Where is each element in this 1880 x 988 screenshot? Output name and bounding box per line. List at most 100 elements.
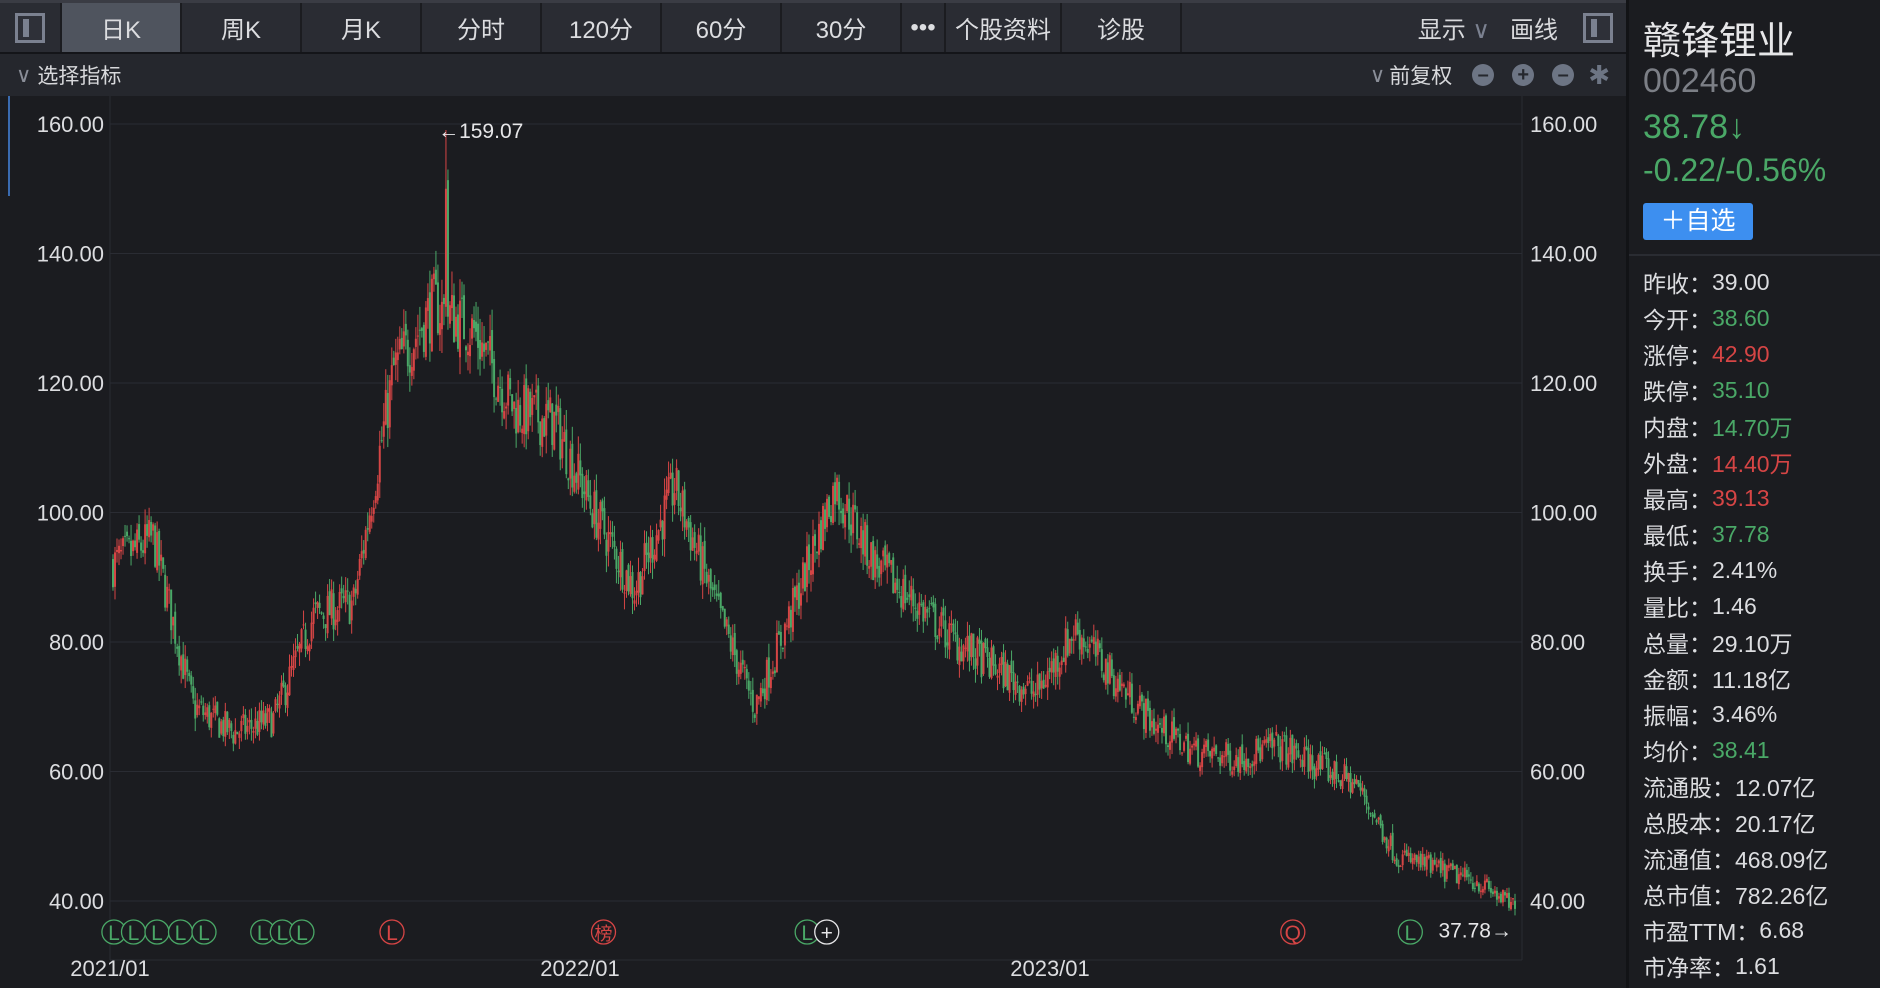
tab-4[interactable]: 120分 bbox=[542, 3, 662, 52]
candle-body bbox=[390, 365, 393, 386]
candle bbox=[906, 592, 909, 603]
event-marker[interactable]: L bbox=[167, 919, 194, 945]
candle bbox=[230, 720, 233, 739]
candle bbox=[1401, 849, 1404, 871]
candle bbox=[300, 628, 303, 653]
candle-body bbox=[984, 638, 987, 649]
event-marker[interactable]: 榜 bbox=[590, 919, 617, 945]
candle bbox=[222, 716, 225, 742]
tab-1[interactable]: 周K bbox=[182, 3, 302, 52]
stat-row: 量比： 1.46 bbox=[1643, 588, 1828, 624]
tab-8[interactable]: 个股资料 bbox=[946, 3, 1062, 52]
candle bbox=[1187, 722, 1190, 765]
panel-toggle-icon[interactable] bbox=[1578, 3, 1618, 52]
candle-body bbox=[304, 629, 307, 649]
candle-body bbox=[1233, 766, 1236, 771]
candle bbox=[1032, 680, 1035, 709]
settings-gear-icon[interactable]: ✱ bbox=[1588, 59, 1610, 90]
divider bbox=[1629, 254, 1880, 256]
candle bbox=[402, 309, 405, 354]
candle-body bbox=[366, 527, 369, 530]
event-marker[interactable]: + bbox=[814, 919, 840, 945]
candle bbox=[278, 691, 281, 718]
candle-body bbox=[352, 587, 355, 597]
event-marker[interactable]: L bbox=[289, 919, 315, 945]
add-watchlist-button[interactable]: ＋自选 bbox=[1643, 203, 1753, 240]
event-marker[interactable]: L bbox=[120, 919, 147, 945]
event-marker-label: L bbox=[151, 922, 163, 945]
candle-body bbox=[529, 391, 532, 418]
display-menu[interactable]: 显示 ∨ bbox=[1418, 10, 1490, 45]
candle-body bbox=[1395, 858, 1398, 866]
candle bbox=[1169, 735, 1172, 759]
event-marker[interactable]: Q bbox=[1280, 919, 1306, 945]
candle-body bbox=[1257, 738, 1260, 751]
candle-body bbox=[587, 480, 590, 497]
sidebar-toggle-icon[interactable] bbox=[0, 3, 62, 52]
event-marker[interactable]: L bbox=[379, 919, 405, 945]
candle-body bbox=[1439, 857, 1442, 874]
candle bbox=[623, 584, 626, 610]
candle bbox=[162, 557, 165, 573]
candle bbox=[920, 594, 923, 607]
candle bbox=[807, 534, 810, 584]
candle bbox=[1088, 636, 1091, 662]
event-marker-circle bbox=[1280, 919, 1306, 945]
tab-2[interactable]: 月K bbox=[302, 3, 422, 52]
zoom-out-icon[interactable]: – bbox=[1472, 64, 1495, 86]
candle bbox=[661, 519, 664, 556]
candle-body bbox=[1363, 788, 1366, 797]
candle bbox=[1132, 708, 1135, 723]
candle-body bbox=[270, 711, 273, 738]
draw-line-button[interactable]: 画线 bbox=[1510, 17, 1558, 44]
tab-5[interactable]: 60分 bbox=[662, 3, 782, 52]
candle-body bbox=[1305, 746, 1308, 750]
candle-body bbox=[966, 635, 969, 652]
candle bbox=[1449, 862, 1452, 870]
candle bbox=[769, 669, 772, 694]
candle bbox=[1239, 746, 1242, 780]
tab-3[interactable]: 分时 bbox=[422, 3, 542, 52]
event-marker[interactable]: L bbox=[144, 919, 170, 945]
candle bbox=[1293, 738, 1296, 771]
candle bbox=[432, 266, 435, 292]
event-marker[interactable]: L bbox=[191, 919, 217, 945]
candle bbox=[549, 389, 552, 413]
candle bbox=[501, 376, 504, 427]
candle bbox=[880, 559, 883, 586]
candle-body bbox=[705, 571, 708, 584]
adjust-select[interactable]: 前复权 bbox=[1389, 65, 1453, 88]
tab-9[interactable]: 诊股 bbox=[1062, 3, 1182, 52]
candle-body bbox=[1010, 660, 1013, 673]
candle-body bbox=[184, 658, 187, 676]
candle bbox=[717, 579, 720, 600]
event-marker[interactable]: L bbox=[1397, 919, 1423, 945]
candle bbox=[673, 477, 676, 515]
candle-body bbox=[826, 498, 829, 528]
event-marker[interactable]: L bbox=[250, 919, 276, 945]
candle-body bbox=[621, 549, 624, 590]
candle bbox=[1106, 653, 1109, 695]
stat-label: 均价： bbox=[1643, 739, 1712, 765]
candle-body bbox=[1004, 661, 1007, 687]
zoom-in-icon[interactable]: + bbox=[1512, 64, 1535, 86]
candle bbox=[1138, 685, 1141, 709]
candle-body bbox=[864, 522, 867, 557]
select-indicator-button[interactable]: 选择指标 bbox=[37, 65, 122, 88]
candle-body bbox=[1225, 742, 1228, 757]
tab-6[interactable]: 30分 bbox=[782, 3, 902, 52]
candle-body bbox=[687, 517, 690, 528]
tab-7[interactable]: ••• bbox=[902, 3, 946, 52]
candle bbox=[471, 314, 474, 346]
stat-row: 今开： 38.60 bbox=[1643, 300, 1828, 336]
candle-body bbox=[836, 477, 839, 502]
candle-body bbox=[1481, 889, 1484, 893]
minimize-icon[interactable]: – bbox=[1552, 64, 1575, 86]
candle bbox=[1375, 818, 1378, 825]
candle bbox=[288, 654, 291, 696]
tab-0[interactable]: 日K bbox=[62, 3, 182, 52]
candle-body bbox=[1459, 872, 1462, 876]
candle bbox=[446, 169, 449, 330]
candle-body bbox=[475, 321, 478, 332]
